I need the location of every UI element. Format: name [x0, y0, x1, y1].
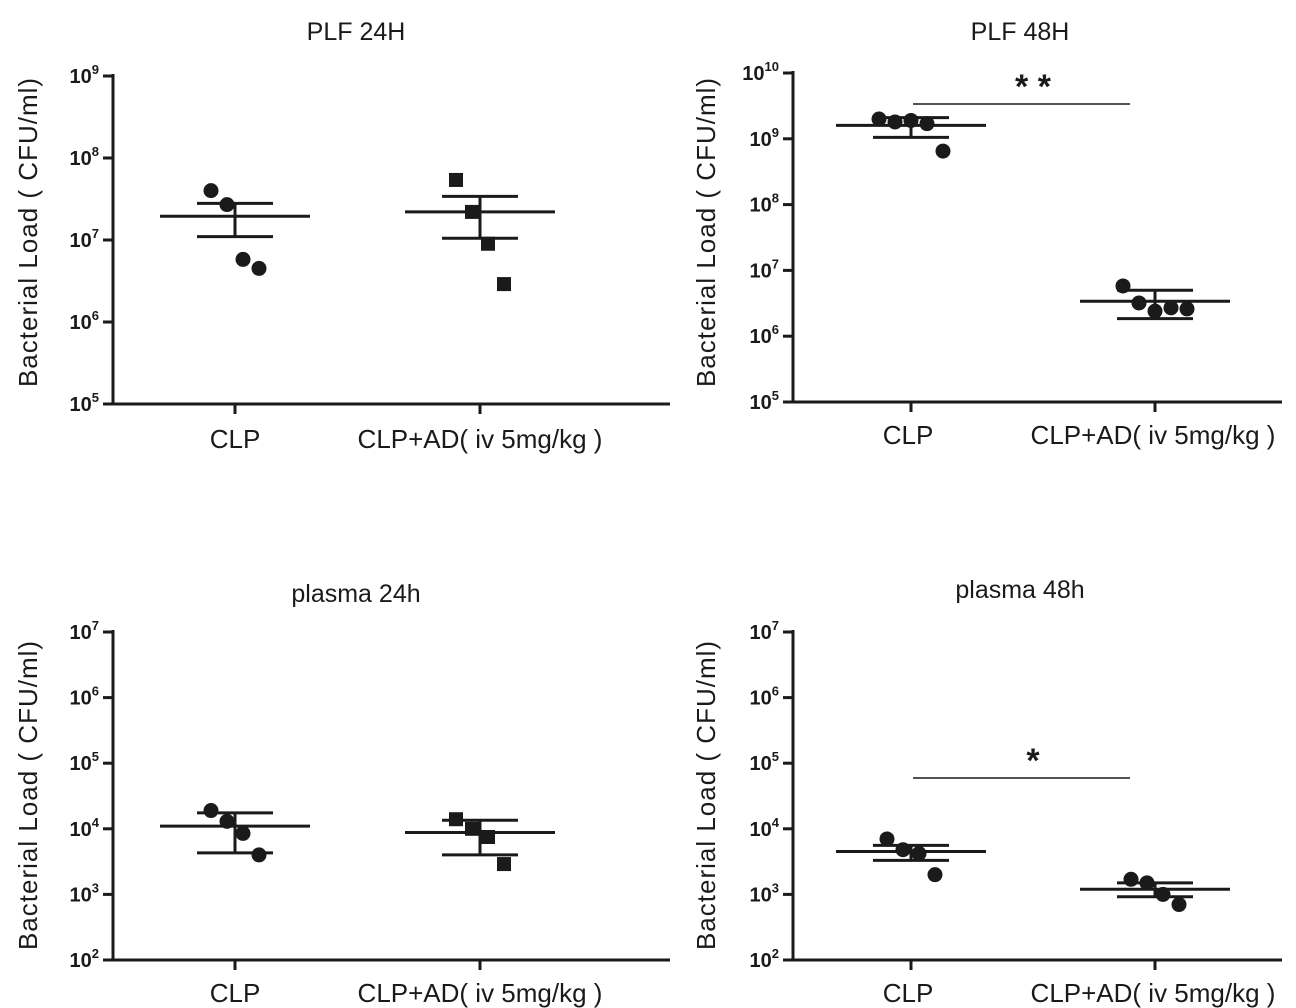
chart-title: plasma 48h [955, 576, 1084, 604]
data-point [1163, 300, 1179, 316]
data-point [251, 260, 267, 276]
data-point [1179, 301, 1195, 317]
x-category-label: CLP+AD( iv 5mg/kg ) [358, 424, 603, 454]
data-point [887, 114, 903, 130]
y-tick-label: 106 [70, 684, 99, 710]
data-point [895, 842, 911, 858]
data-point [1115, 278, 1131, 294]
plot-area: 102 103 104 105 106 107 [70, 618, 670, 972]
x-category-label: CLP [210, 978, 261, 1008]
data-point [251, 847, 267, 863]
x-category-label: CLP+AD( iv 5mg/kg ) [358, 978, 603, 1008]
x-category-label: CLP [883, 420, 934, 450]
x-category-label: CLP [210, 424, 261, 454]
y-tick-label: 103 [70, 880, 99, 906]
x-category-label: CLP [883, 978, 934, 1008]
y-tick-label: 107 [750, 618, 779, 644]
data-point [481, 829, 495, 844]
chart-title: plasma 24h [291, 580, 420, 608]
y-axis-label: Bacterial Load ( CFU/ml) [691, 77, 721, 387]
data-point [449, 812, 463, 827]
y-tick-label: 107 [70, 618, 99, 644]
data-point [903, 112, 919, 128]
y-tick-label: 106 [70, 308, 99, 334]
panel-plasma-24h: plasma 24h Bacterial Load ( CFU/ml) CLP … [13, 580, 670, 1008]
y-tick-label: 104 [750, 815, 780, 841]
data-point [935, 143, 951, 159]
data-point [1155, 886, 1171, 902]
data-point [203, 183, 219, 199]
y-tick-label: 107 [750, 256, 779, 282]
data-point [465, 821, 479, 836]
data-point [497, 277, 511, 292]
x-category-label: CLP+AD( iv 5mg/kg ) [1031, 978, 1276, 1008]
y-tick-label: 103 [750, 880, 779, 906]
y-tick-label: 107 [70, 226, 99, 252]
data-point [871, 111, 887, 127]
data-point [235, 251, 251, 267]
data-point [927, 867, 943, 883]
data-point [1131, 295, 1147, 311]
data-point [919, 116, 935, 132]
y-tick-label: 105 [750, 749, 779, 775]
data-point [1147, 303, 1163, 319]
panel-plf-48h: PLF 48H Bacterial Load ( CFU/ml) CLP CLP… [691, 18, 1282, 450]
data-point [911, 846, 927, 862]
y-tick-label: 102 [70, 946, 99, 972]
y-tick-label: 109 [750, 125, 779, 151]
data-point [465, 204, 479, 219]
y-axis-label: Bacterial Load ( CFU/ml) [13, 640, 43, 950]
y-axis-label: Bacterial Load ( CFU/ml) [691, 640, 721, 950]
y-tick-label: 108 [70, 144, 99, 170]
data-point [449, 172, 463, 187]
y-axis-label: Bacterial Load ( CFU/ml) [13, 77, 43, 387]
panel-plasma-48h: plasma 48h Bacterial Load ( CFU/ml) CLP … [691, 576, 1282, 1008]
chart-title: PLF 24H [307, 18, 406, 46]
plot-area: 102 103 104 105 106 107 * [750, 618, 1282, 972]
data-point [1139, 875, 1155, 891]
significance-label: * [1026, 742, 1040, 780]
data-point [1171, 897, 1187, 913]
y-tick-label: 105 [70, 749, 99, 775]
panel-plf-24h: PLF 24H Bacterial Load ( CFU/ml) CLP CLP… [13, 18, 670, 454]
data-point [497, 857, 511, 872]
y-tick-label: 105 [70, 390, 99, 416]
y-tick-label: 109 [70, 62, 99, 88]
data-point [1123, 871, 1139, 887]
chart-title: PLF 48H [971, 18, 1070, 46]
data-point [203, 803, 219, 819]
y-tick-label: 104 [70, 815, 100, 841]
data-point [879, 831, 895, 847]
plot-area: 105 106 107 108 109 1010 * * [742, 59, 1282, 414]
y-tick-label: 1010 [742, 59, 779, 85]
y-tick-label: 108 [750, 191, 779, 217]
data-point [235, 825, 251, 841]
y-tick-label: 102 [750, 946, 779, 972]
data-point [219, 197, 235, 213]
x-category-label: CLP+AD( iv 5mg/kg ) [1031, 420, 1276, 450]
data-point [219, 813, 235, 829]
y-tick-label: 105 [750, 388, 779, 414]
y-tick-label: 106 [750, 322, 779, 348]
y-tick-label: 106 [750, 684, 779, 710]
significance-label: * * [1015, 68, 1052, 106]
data-point [481, 236, 495, 251]
plot-area: 105 106 107 108 109 [70, 62, 670, 416]
